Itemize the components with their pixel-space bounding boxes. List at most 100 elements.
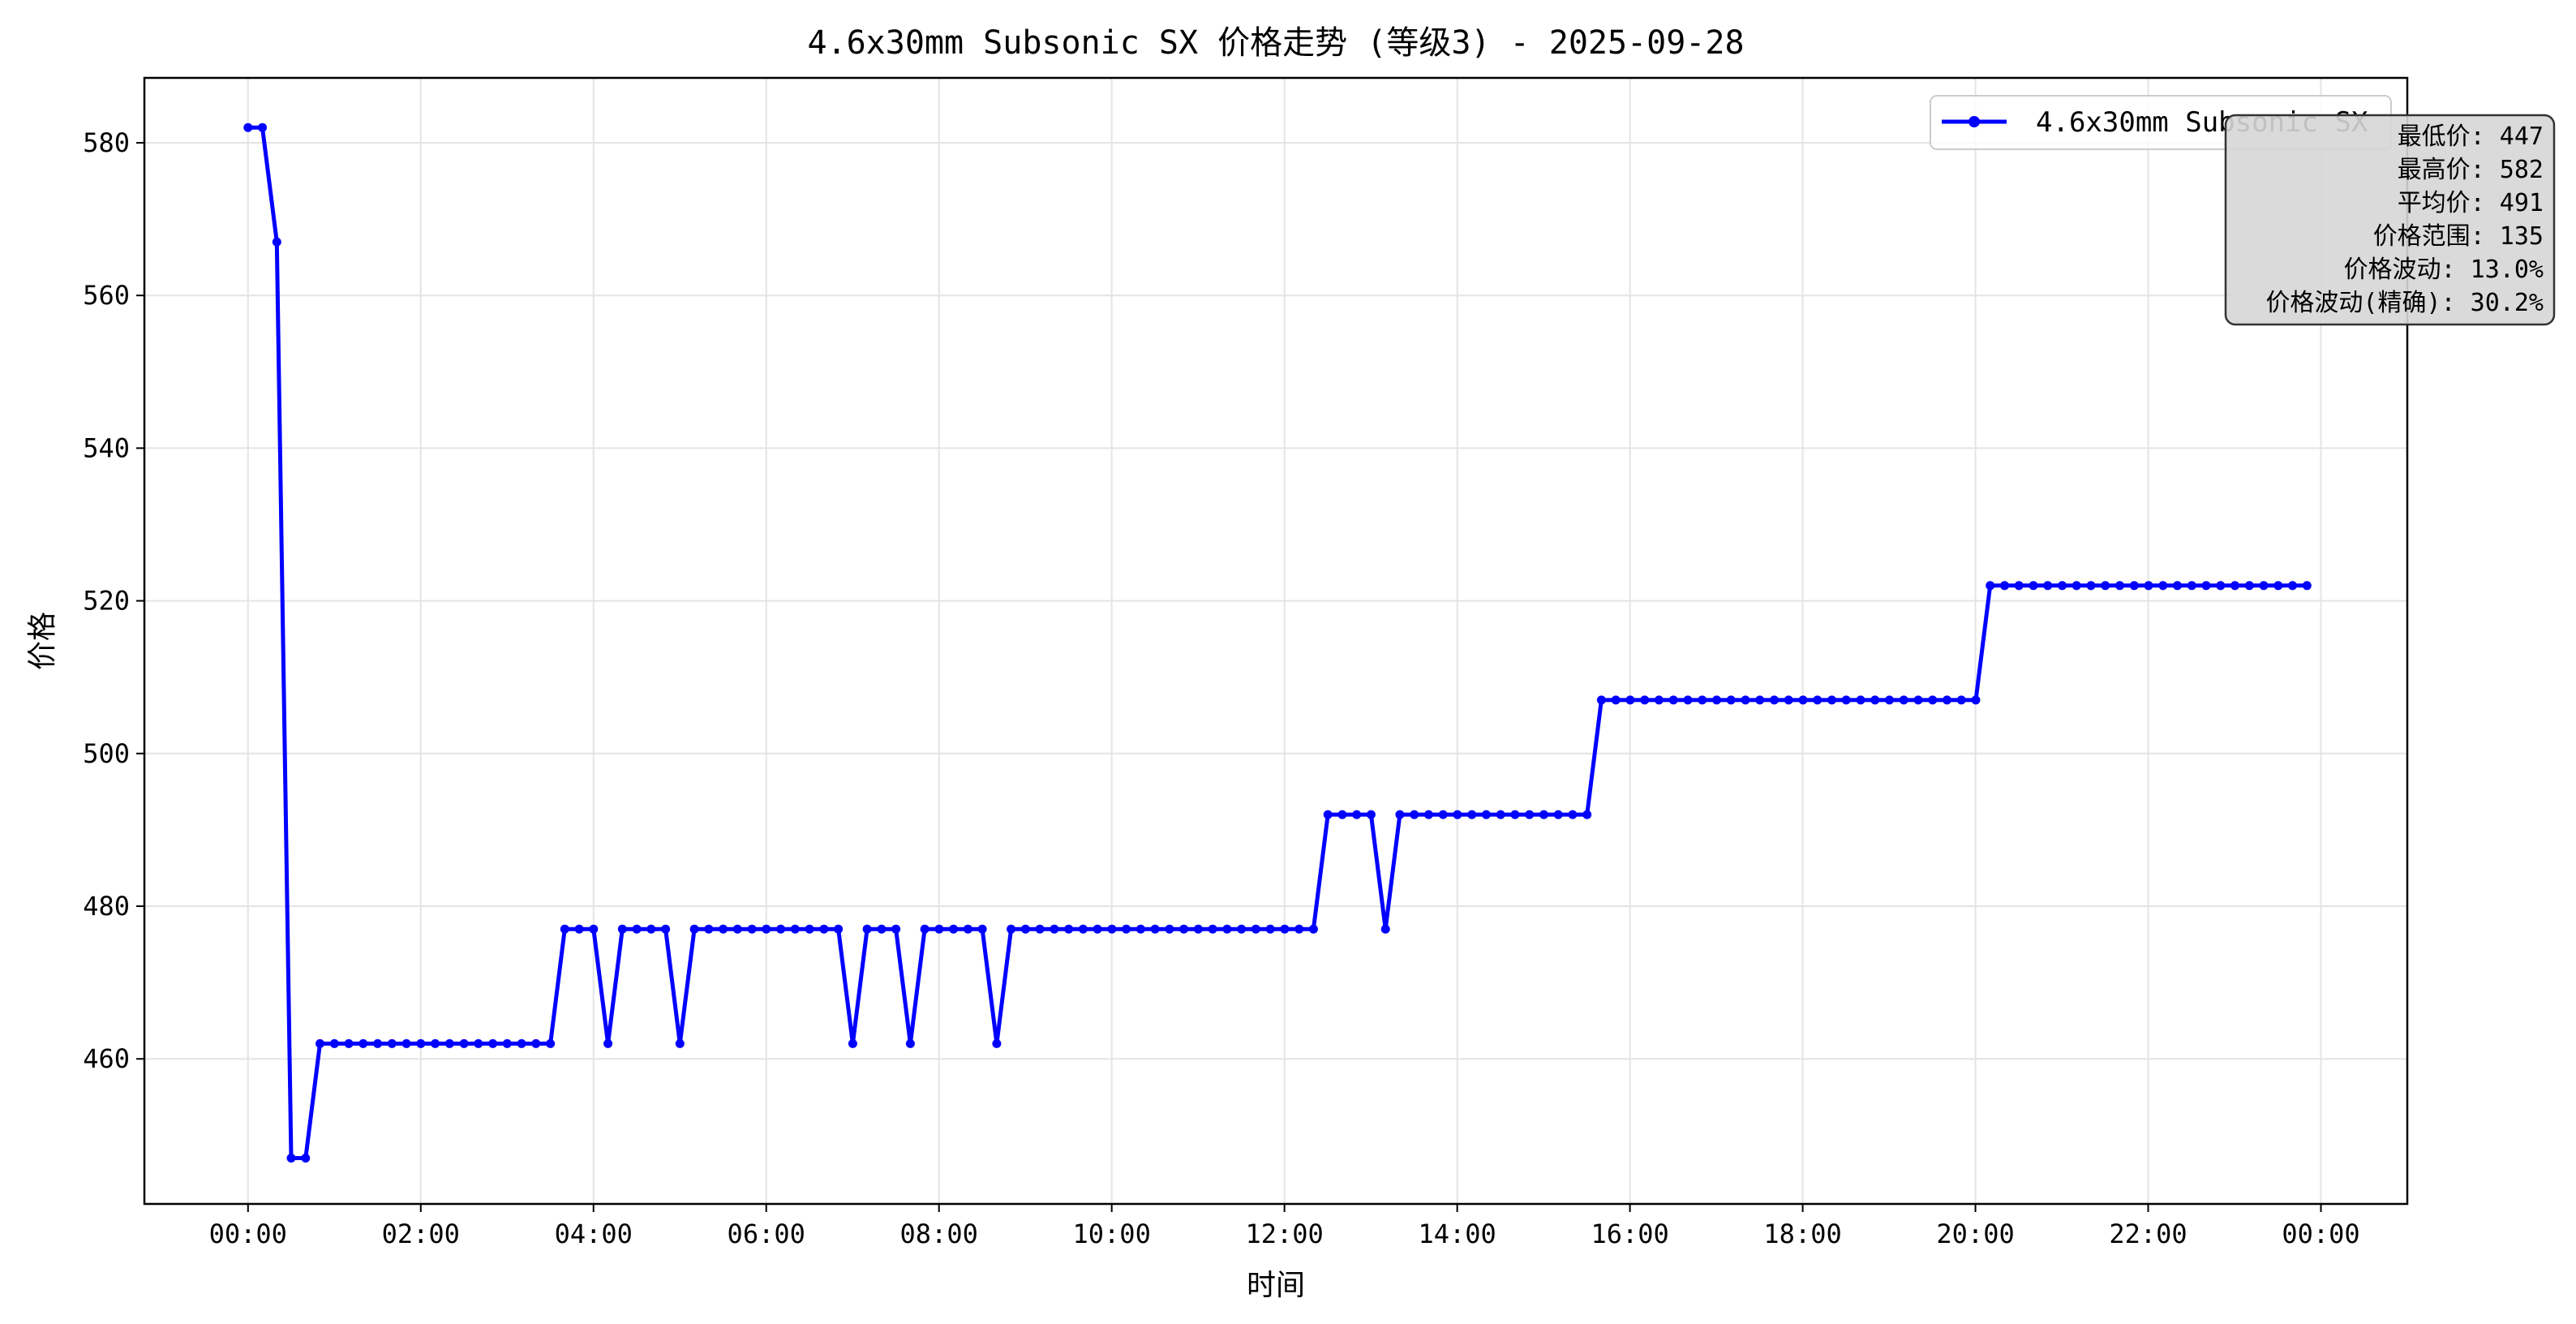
data-point [2014,581,2024,591]
data-point [286,1154,296,1163]
data-point [1899,695,1908,705]
data-point [2029,581,2038,591]
data-point [848,1038,857,1048]
data-point [373,1038,383,1048]
data-point [603,1038,613,1048]
data-point [949,924,959,934]
data-point [920,924,930,934]
data-point [1913,695,1923,705]
data-point [2115,581,2124,591]
data-point [1971,695,1981,705]
data-point [2230,581,2239,591]
y-tick-label: 460 [83,1043,130,1074]
data-point [1308,924,1318,934]
y-tick-label: 540 [83,432,130,463]
data-point [1596,695,1606,705]
data-point [1323,810,1333,819]
x-tick-label: 06:00 [728,1219,805,1249]
x-tick-label: 22:00 [2109,1219,2187,1249]
data-point [1553,810,1563,819]
data-point [1222,924,1232,934]
data-point [1251,924,1260,934]
data-point [1337,810,1347,819]
data-point [2244,581,2254,591]
data-point [1956,695,1966,705]
data-point [805,924,814,934]
y-tick-label: 560 [83,280,130,311]
x-axis-label: 时间 [1247,1269,1305,1302]
data-point [1741,695,1750,705]
data-point [517,1038,526,1048]
data-point [1798,695,1808,705]
data-point [1640,695,1650,705]
data-point [1438,810,1448,819]
data-point [358,1038,368,1048]
data-point [1007,924,1016,934]
stats-line-volatility-precise: 价格波动(精确): 30.2% [2265,289,2544,317]
data-point [1683,695,1693,705]
data-point [1265,924,1275,934]
data-point [1611,695,1621,705]
data-point [329,1038,339,1048]
data-point [2158,581,2168,591]
data-point [905,1038,915,1048]
data-point [2288,581,2297,591]
y-axis-ticks: 460 480 500 520 540 560 580 [83,127,144,1074]
data-point [1712,695,1721,705]
data-point [2000,581,2009,591]
data-point [1366,810,1376,819]
stats-line-max: 最高价: 582 [2398,156,2544,184]
data-point [2072,581,2081,591]
data-point [762,924,771,934]
data-point [502,1038,512,1048]
data-point [2173,581,2182,591]
data-point [1928,695,1938,705]
y-tick-label: 500 [83,738,130,769]
data-point [416,1038,426,1048]
data-point [1496,810,1505,819]
stats-line-volatility: 价格波动: 13.0% [2344,256,2544,284]
data-point [1064,924,1074,934]
stats-box-background [2224,114,2556,326]
data-point [444,1038,454,1048]
data-point [1093,924,1102,934]
data-point [1107,924,1117,934]
data-point [1208,924,1217,934]
data-point [1813,695,1823,705]
data-point [834,924,844,934]
data-point [704,924,714,934]
data-point [1539,810,1548,819]
data-point [1770,695,1779,705]
data-point [675,1038,685,1048]
data-point [1179,924,1189,934]
data-point [992,1038,1002,1048]
data-point [1986,581,1995,591]
data-point [891,924,901,934]
data-point [1467,810,1477,819]
data-point [1568,810,1578,819]
data-point [1078,924,1088,934]
y-axis-label: 价格 [26,612,59,670]
data-point [344,1038,354,1048]
data-point [243,123,253,132]
data-point [819,924,829,934]
chart-title: 4.6x30mm Subsonic SX 价格走势 (等级3) - 2025-0… [807,24,1744,62]
legend-marker-swatch [1968,116,1980,127]
stats-line-avg: 平均价: 491 [2398,189,2544,217]
data-point [531,1038,541,1048]
data-point [2043,581,2053,591]
data-point [1841,695,1851,705]
data-point [1870,695,1880,705]
data-point [1525,810,1535,819]
x-tick-label: 20:00 [1936,1219,2014,1249]
data-point [2259,581,2269,591]
data-point [632,924,642,934]
data-point [316,1038,324,1048]
data-point [1237,924,1247,934]
series-line [247,125,2308,1160]
data-point [2129,581,2139,591]
data-point [1668,695,1678,705]
data-point [617,924,627,934]
data-point [560,924,569,934]
data-point [1193,924,1203,934]
